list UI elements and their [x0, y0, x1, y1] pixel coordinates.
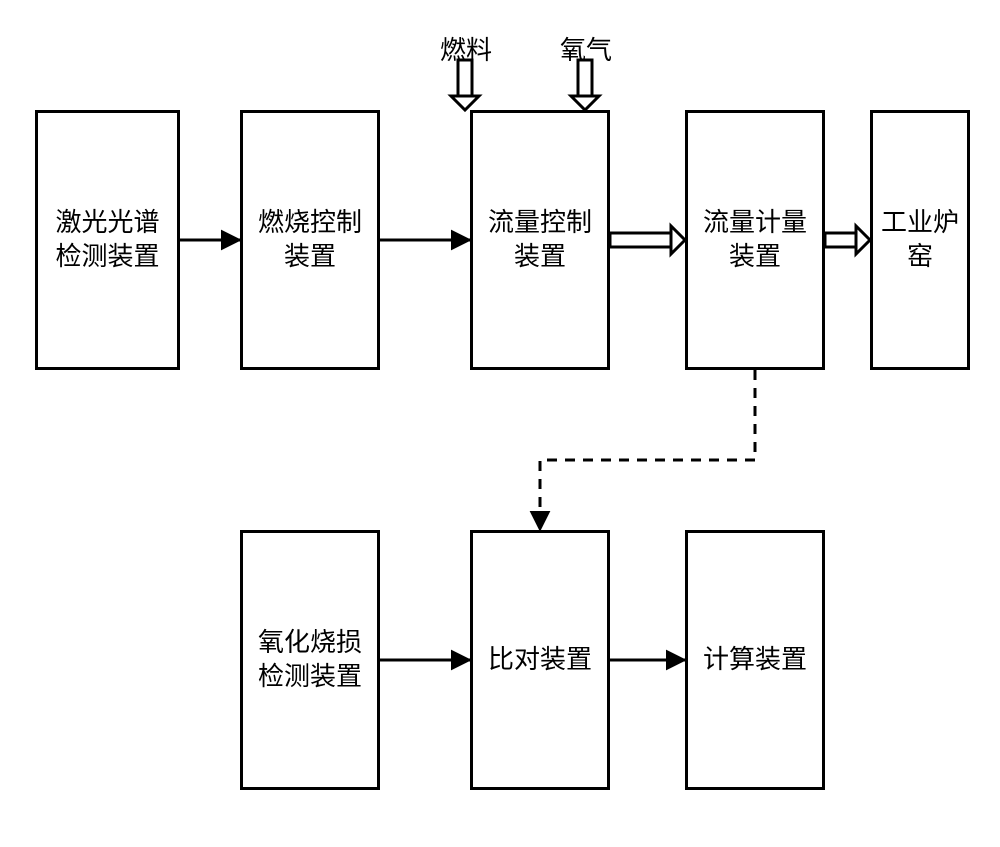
- edge-head: [571, 96, 599, 110]
- edge-head: [451, 96, 479, 110]
- edge-body: [578, 60, 592, 96]
- edge-head: [856, 226, 870, 254]
- edge-head: [671, 226, 685, 254]
- edge-n4-n7: [540, 370, 755, 530]
- diagram-canvas: 激光光谱检测装置燃烧控制装置流量控制装置流量计量装置工业炉窑氧化烧损检测装置比对…: [0, 0, 1000, 847]
- connections-layer: [0, 0, 1000, 847]
- edge-body: [610, 233, 671, 247]
- edge-body: [458, 60, 472, 96]
- edge-body: [825, 233, 856, 247]
